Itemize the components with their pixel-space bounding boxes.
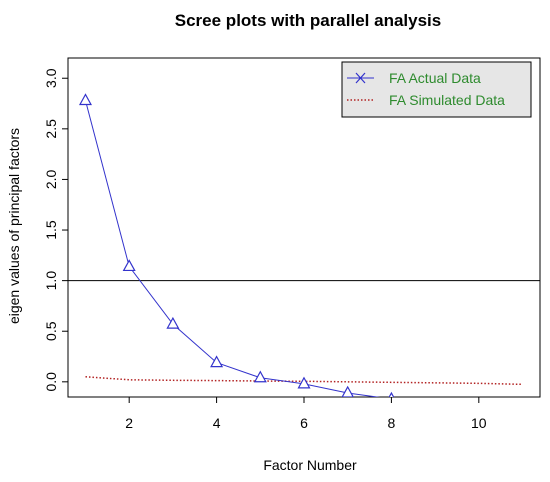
legend-actual-marker [355, 72, 366, 84]
y-tick-label: 1.5 [43, 220, 59, 240]
actual-data-point [341, 385, 354, 397]
actual-data-line [84, 100, 381, 397]
y-tick-label: 2.5 [43, 119, 59, 139]
plot-area: 2 4 6 8 10 0.0 0.5 1.0 1.5 2.0 2.5 3.0 [43, 57, 541, 431]
y-axis: 0.0 0.5 1.0 1.5 2.0 2.5 3.0 [43, 68, 69, 392]
y-tick-label: 2.0 [43, 169, 59, 189]
actual-data-point [297, 376, 311, 389]
actual-data-point [166, 316, 180, 329]
actual-data-point [388, 391, 395, 397]
actual-data-point [210, 355, 224, 368]
legend: FA Actual Data FA Simulated Data [341, 61, 532, 118]
y-tick-label: 1.0 [43, 271, 59, 291]
series-layer [78, 93, 528, 418]
x-tick-label: 8 [388, 415, 396, 431]
actual-data-point [253, 370, 267, 383]
legend-actual-label: FA Actual Data [389, 70, 481, 86]
simulated-data-line [85, 376, 523, 386]
actual-data-point [517, 408, 528, 418]
chart-title: Scree plots with parallel analysis [175, 11, 441, 30]
actual-data-point [435, 396, 436, 397]
y-tick-label: 0.5 [43, 321, 59, 341]
x-axis-label: Factor Number [263, 457, 357, 473]
actual-data-point [473, 403, 484, 413]
x-tick-label: 10 [471, 415, 487, 431]
x-tick-label: 2 [125, 415, 133, 431]
y-tick-label: 0.0 [43, 372, 59, 392]
x-tick-label: 6 [300, 415, 308, 431]
actual-data-point [78, 93, 92, 106]
legend-box [341, 61, 532, 118]
legend-simulated-label: FA Simulated Data [389, 92, 505, 108]
x-tick-label: 4 [213, 415, 221, 431]
actual-data-point [122, 259, 136, 272]
y-axis-label: eigen values of principal factors [6, 128, 22, 324]
x-axis: 2 4 6 8 10 [125, 396, 487, 431]
y-tick-label: 3.0 [43, 68, 59, 88]
